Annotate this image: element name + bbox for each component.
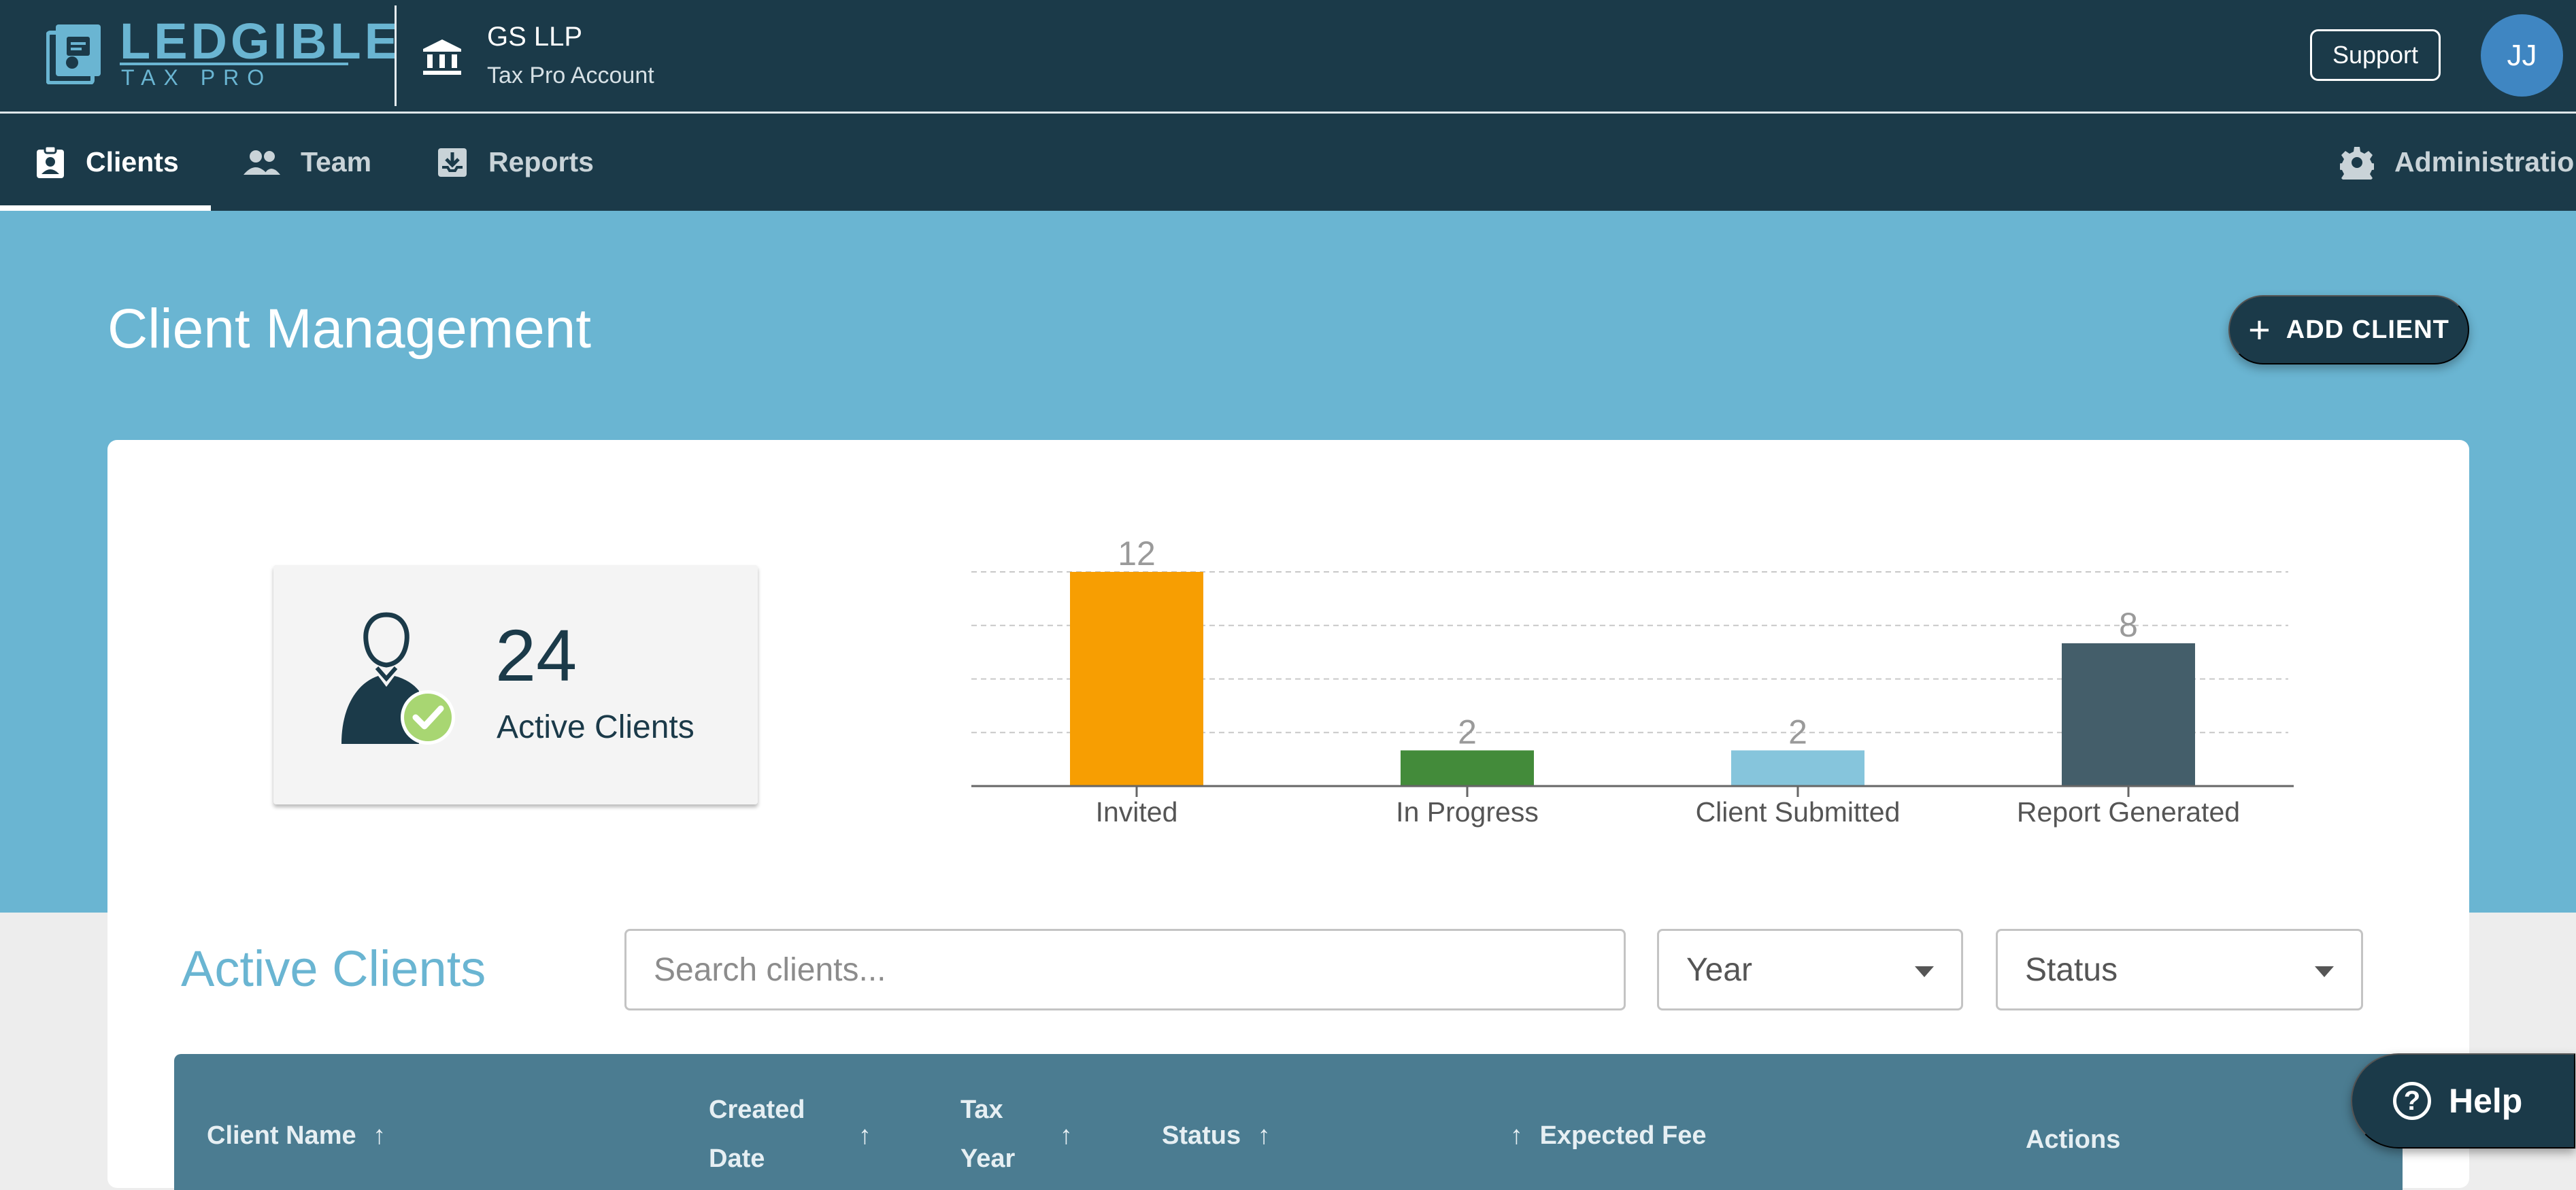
logo-underline [120, 63, 348, 65]
column-tax-year-label-line1: Tax [960, 1095, 1003, 1124]
sort-arrow-icon[interactable]: ↑ [1060, 1121, 1073, 1150]
chart-category-label: Client Submitted [1696, 796, 1901, 828]
chart-data-label: 8 [2119, 606, 2138, 644]
tab-clients[interactable]: Clients [35, 114, 179, 211]
tab-clients-label: Clients [86, 146, 179, 177]
chevron-down-icon [1915, 966, 1934, 977]
sort-arrow-icon: ↑ [373, 1121, 386, 1150]
column-created-date[interactable]: Created Date [709, 1085, 805, 1183]
active-clients-count: 24 [495, 614, 578, 696]
help-label: Help [2449, 1082, 2523, 1120]
tab-administration[interactable]: Administration [2340, 114, 2576, 211]
column-tax-year[interactable]: Tax Year [960, 1085, 1015, 1183]
sort-arrow-icon: ↑ [1257, 1121, 1271, 1150]
chart-bar [2062, 643, 2195, 786]
column-client-name-label: Client Name [207, 1121, 356, 1150]
chart-data-label: 2 [1788, 713, 1807, 751]
chart-bar [1070, 572, 1203, 786]
tab-reports-label: Reports [488, 146, 594, 177]
download-tray-icon [438, 148, 467, 177]
clipboard-account-icon [37, 145, 64, 178]
user-check-icon [341, 612, 455, 745]
chart-category-label: Report Generated [2017, 796, 2240, 828]
main-nav [0, 114, 2576, 211]
sort-arrow-icon: ↑ [1510, 1121, 1523, 1150]
column-created-label-line2: Date [709, 1144, 765, 1173]
active-clients-heading: Active Clients [181, 940, 486, 997]
clients-table-header [174, 1054, 2403, 1190]
status-filter-select[interactable]: Status [1996, 929, 2363, 1010]
tab-team-label: Team [301, 146, 372, 177]
chart-category-label: In Progress [1396, 796, 1539, 828]
year-filter-value: Year [1686, 951, 1752, 988]
chart-bar [1401, 750, 1534, 786]
tab-reports[interactable]: Reports [437, 114, 594, 211]
status-filter-value: Status [2025, 951, 2118, 988]
help-icon: ? [2393, 1082, 2431, 1120]
chevron-down-icon [2315, 966, 2334, 977]
organization-account-type: Tax Pro Account [487, 63, 654, 88]
column-tax-year-label-line2: Year [960, 1144, 1016, 1173]
logo-title: LEDGIBLE [120, 13, 402, 69]
column-status[interactable]: Status ↑ [1162, 1111, 1271, 1160]
chart-data-label: 12 [1118, 534, 1156, 573]
active-clients-summary [273, 565, 758, 804]
column-created-label-line1: Created [709, 1095, 805, 1124]
support-button[interactable]: Support [2310, 29, 2441, 81]
search-input[interactable] [624, 929, 1626, 1010]
user-avatar[interactable]: JJ [2481, 14, 2563, 97]
tab-team[interactable]: Team [244, 114, 371, 211]
ledgible-logo-icon [46, 24, 101, 84]
chart-category-label: Invited [1096, 796, 1178, 828]
sort-arrow-icon[interactable]: ↑ [858, 1121, 871, 1150]
people-icon [244, 150, 280, 175]
add-client-label: ADD CLIENT [2286, 315, 2449, 344]
column-expected-fee-label: Expected Fee [1539, 1121, 1707, 1150]
year-filter-select[interactable]: Year [1657, 929, 1963, 1010]
chart-data-label: 2 [1458, 713, 1477, 751]
help-button[interactable]: ? Help [2351, 1053, 2575, 1149]
organization-name[interactable]: GS LLP [487, 22, 583, 52]
column-actions: Actions [2026, 1125, 2121, 1154]
plus-icon: + [2248, 308, 2271, 351]
tab-administration-label: Administration [2394, 146, 2576, 177]
active-clients-label: Active Clients [497, 709, 695, 745]
add-client-button[interactable]: + ADD CLIENT [2228, 295, 2469, 364]
active-tab-indicator [0, 205, 211, 211]
bank-icon [423, 39, 461, 75]
header-divider [395, 5, 397, 106]
chart-bar [1731, 750, 1864, 786]
gear-icon [2340, 146, 2374, 180]
column-client-name[interactable]: Client Name ↑ [207, 1111, 386, 1160]
client-status-chart: 12 Invited 2 In Progress 2 Client Submitted 8 R… [971, 534, 2294, 828]
nav-separator [0, 112, 2576, 114]
column-status-label: Status [1162, 1121, 1241, 1150]
logo-subtitle: TAX PRO [121, 65, 273, 90]
page-title: Client Management [107, 298, 592, 360]
column-expected-fee[interactable]: ↑ Expected Fee [1510, 1111, 1707, 1160]
